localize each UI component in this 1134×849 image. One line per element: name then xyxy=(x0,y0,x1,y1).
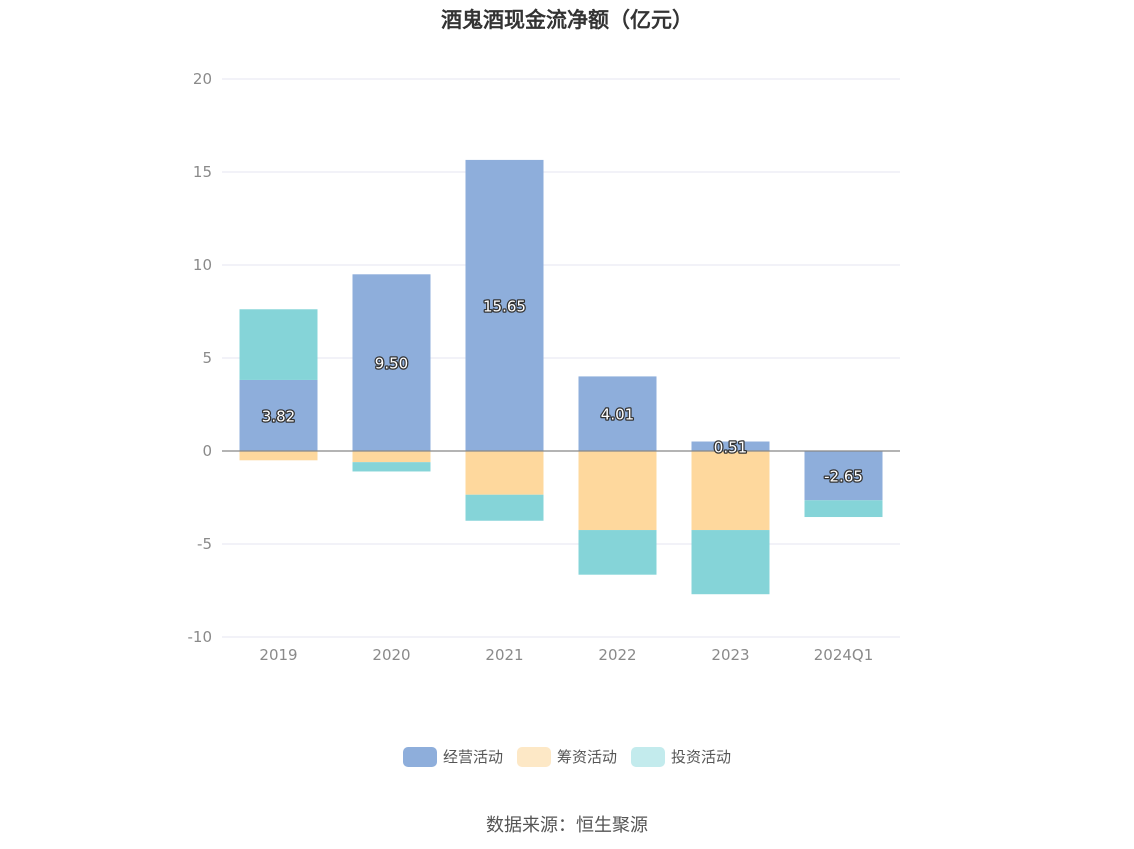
data-label-operating: 0.51 xyxy=(714,438,747,456)
x-tick-label: 2019 xyxy=(259,646,297,664)
bar-investing[interactable] xyxy=(691,530,770,595)
bar-operating[interactable] xyxy=(465,159,544,451)
legend-item-investing[interactable]: 投资活动 xyxy=(631,746,731,767)
bar-operating[interactable] xyxy=(352,274,431,451)
bar-investing[interactable] xyxy=(804,500,883,518)
bar-investing[interactable] xyxy=(239,309,318,380)
bar-financing[interactable] xyxy=(578,451,657,531)
data-label-operating: 4.01 xyxy=(601,406,634,424)
bar-financing[interactable] xyxy=(352,451,431,463)
x-tick-label: 2023 xyxy=(711,646,749,664)
bar-investing[interactable] xyxy=(578,530,657,575)
bar-investing[interactable] xyxy=(352,462,431,472)
data-label-operating: 15.65 xyxy=(483,297,526,315)
y-tick-label: -10 xyxy=(188,628,213,646)
legend-label-financing: 筹资活动 xyxy=(556,748,617,766)
x-axis-ticks: 2019 2020 2021 2022 2023 2024Q1 xyxy=(259,646,873,664)
bar-investing[interactable] xyxy=(465,494,544,521)
bar-operating[interactable] xyxy=(804,451,883,501)
gridlines xyxy=(222,78,900,638)
y-tick-label: 20 xyxy=(193,70,212,88)
bar-operating[interactable] xyxy=(578,376,657,451)
x-tick-label: 2021 xyxy=(485,646,523,664)
bar-financing[interactable] xyxy=(465,451,544,495)
y-tick-label: 15 xyxy=(193,163,212,181)
data-source-note: 数据来源：恒生聚源 xyxy=(486,815,648,836)
y-tick-label: -5 xyxy=(197,535,212,553)
data-labels: 3.82 9.50 15.65 4.01 0.51 -2.65 xyxy=(261,296,865,487)
y-tick-label: 0 xyxy=(202,442,212,460)
x-tick-label: 2022 xyxy=(598,646,636,664)
bar-operating[interactable] xyxy=(239,379,318,451)
legend-swatch-operating xyxy=(402,746,437,767)
bar-financing[interactable] xyxy=(239,451,318,461)
legend-item-operating[interactable]: 经营活动 xyxy=(402,746,503,767)
y-tick-label: 5 xyxy=(202,349,212,367)
legend-label-investing: 投资活动 xyxy=(671,748,732,766)
y-tick-label: 10 xyxy=(193,256,212,274)
chart-title: 酒鬼酒现金流净额（亿元） xyxy=(441,8,693,32)
legend-swatch-financing xyxy=(516,746,551,767)
legend-label-operating: 经营活动 xyxy=(442,748,503,766)
legend-item-financing[interactable]: 筹资活动 xyxy=(516,746,617,767)
data-label-operating: 3.82 xyxy=(262,407,295,425)
bar-operating[interactable] xyxy=(691,441,770,451)
data-label-operating: 9.50 xyxy=(375,355,408,373)
x-tick-label: 2024Q1 xyxy=(814,646,874,664)
x-tick-label: 2020 xyxy=(372,646,410,664)
bar-financing[interactable] xyxy=(691,451,770,531)
legend-swatch-investing xyxy=(631,746,665,767)
bars xyxy=(239,159,883,595)
data-label-operating: -2.65 xyxy=(824,468,863,486)
y-axis-ticks: 20 15 10 5 0 -5 -10 xyxy=(188,70,213,646)
legend: 经营活动 筹资活动 投资活动 xyxy=(0,746,1134,767)
